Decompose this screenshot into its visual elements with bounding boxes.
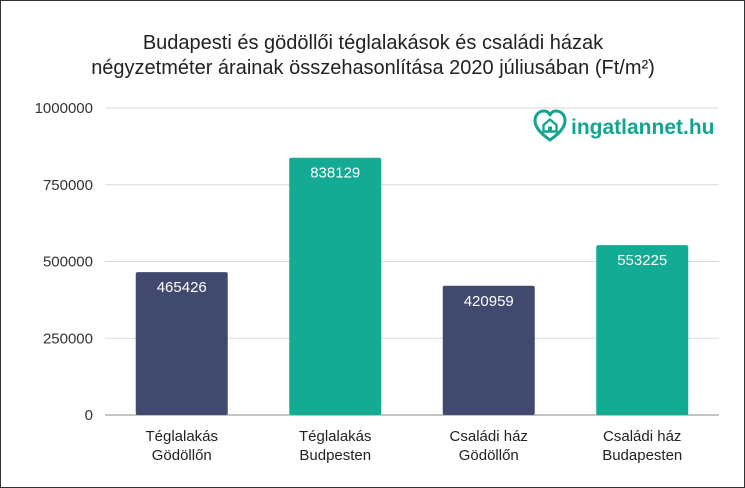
bar-value-label: 553225: [617, 252, 667, 269]
x-category-label: Budpesten: [299, 447, 371, 464]
heart-house-icon: [533, 109, 567, 142]
y-tick-label: 500000: [43, 254, 93, 271]
bar-value-label: 465426: [157, 279, 207, 296]
brand-logo: ingatlannet.hu: [533, 109, 715, 142]
bars: [135, 157, 689, 415]
chart-title-line: négyzetméter árainak összehasonlítása 20…: [91, 57, 655, 79]
bar-value-label: 420959: [464, 293, 514, 310]
bar: [442, 285, 535, 415]
y-tick-label: 1000000: [35, 100, 93, 117]
bar-value-label: 838129: [310, 165, 360, 182]
x-category-label: Gödöllőn: [459, 447, 519, 464]
x-category-label: Téglalakás: [145, 428, 218, 445]
y-tick-label: 750000: [43, 177, 93, 194]
bar: [289, 157, 382, 415]
bar: [596, 245, 689, 415]
x-category-label: Téglalakás: [299, 428, 372, 445]
bar: [135, 272, 228, 415]
chart-title: Budapesti és gödöllői téglalakások és cs…: [91, 32, 655, 79]
x-category-label: Budapesten: [602, 447, 682, 464]
x-category-label: Családi ház: [603, 428, 681, 445]
value-labels: 465426 838129 420959 553225: [157, 165, 668, 310]
y-tick-label: 0: [85, 407, 93, 424]
x-axis-categories: Téglalakás Gödöllőn Téglalakás Budpesten Csa…: [145, 428, 682, 464]
y-axis-ticks: 0 250000 500000 750000 1000000: [35, 100, 93, 424]
x-category-label: Gödöllőn: [152, 447, 212, 464]
chart-title-line: Budapesti és gödöllői téglalakások és cs…: [143, 32, 604, 54]
x-category-label: Családi ház: [450, 428, 528, 445]
y-tick-label: 250000: [43, 330, 93, 347]
logo-text: ingatlannet.hu: [571, 116, 715, 139]
